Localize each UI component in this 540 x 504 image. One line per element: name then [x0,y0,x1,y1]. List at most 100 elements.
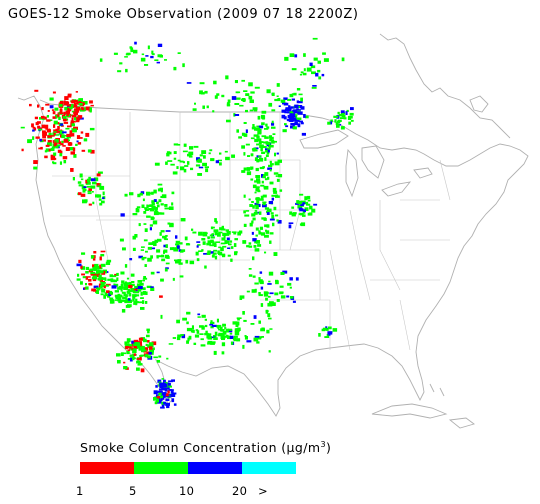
smoke-pixel [165,161,168,165]
smoke-pixel [269,218,275,221]
smoke-pixel [262,204,267,208]
smoke-pixel [67,93,72,96]
smoke-pixel [72,147,76,152]
smoke-pixel [135,208,140,213]
smoke-pixel [220,247,224,251]
smoke-pixel [233,231,237,235]
smoke-pixel [258,230,261,233]
smoke-pixel [296,117,302,121]
smoke-pixel [256,135,260,139]
smoke-pixel [83,138,88,142]
smoke-pixel [123,293,126,296]
smoke-pixel [104,284,109,287]
smoke-pixel [69,147,74,151]
smoke-pixel [125,53,130,56]
smoke-pixel [57,126,60,130]
smoke-pixel [322,52,326,55]
smoke-pixel [207,237,210,240]
smoke-pixel [123,366,128,370]
smoke-pixel [271,214,275,219]
smoke-pixel [55,115,58,119]
smoke-pixel [204,265,207,269]
smoke-pixel [255,197,259,201]
smoke-pixel [87,149,92,153]
smoke-pixel [251,220,254,224]
smoke-pixel [289,110,294,114]
smoke-pixel [204,166,209,169]
smoke-pixel [138,363,143,366]
smoke-pixel [262,194,267,198]
smoke-pixel [158,391,162,395]
smoke-pixel [214,232,218,236]
smoke-pixel [105,261,111,265]
smoke-pixel [146,215,151,218]
smoke-pixel [163,401,167,405]
smoke-pixel [161,378,164,380]
smoke-pixel [268,317,272,320]
cuba [371,403,448,419]
smoke-pixel [99,58,103,62]
smoke-pixel [149,224,153,227]
smoke-pixel [216,318,219,323]
smoke-pixel [109,292,113,295]
smoke-pixel [330,119,333,123]
smoke-pixel [47,140,52,143]
smoke-pixel [116,272,119,276]
smoke-pixel [273,252,278,256]
smoke-pixel [179,160,184,163]
smoke-pixel [120,213,125,217]
smoke-pixel [311,71,316,75]
smoke-pixel [53,131,58,133]
smoke-pixel [157,390,163,393]
smoke-pixel [290,296,294,299]
smoke-pixel [282,270,288,274]
smoke-pixel [221,342,226,347]
smoke-pixel [290,125,293,129]
smoke-pixel [123,361,126,364]
smoke-pixel [99,270,104,274]
smoke-pixel [149,349,153,352]
smoke-pixel [136,206,141,209]
smoke-pixel [214,331,218,336]
smoke-pixel [272,133,276,135]
smoke-pixel [245,210,250,212]
smoke-pixel [147,193,150,196]
smoke-pixel [273,140,277,143]
smoke-pixel [48,132,52,137]
smoke-pixel [187,337,190,342]
smoke-pixel [261,151,266,154]
smoke-pixel [49,105,54,109]
smoke-pixel [143,291,147,295]
smoke-pixel [264,234,269,238]
smoke-pixel [213,337,218,340]
smoke-pixel [90,104,94,107]
smoke-pixel [157,188,162,192]
smoke-pixel [125,343,130,347]
smoke-pixel [51,135,55,137]
smoke-pixel [311,87,317,89]
smoke-pixel [163,392,166,396]
smoke-pixel [99,279,104,283]
smoke-pixel [77,181,82,184]
smoke-pixel [147,330,150,334]
smoke-pixel [260,147,263,152]
smoke-pixel [221,351,225,355]
smoke-pixel [243,223,247,227]
smoke-pixel [348,121,351,125]
smoke-pixel [349,112,354,116]
smoke-pixel [253,315,257,319]
smoke-pixel [141,256,147,259]
smoke-pixel [271,197,274,201]
smoke-pixel [132,296,136,299]
smoke-pixel [304,201,309,205]
smoke-pixel [250,323,255,325]
smoke-pixel [187,161,190,165]
smoke-pixel [125,294,128,298]
smoke-pixel [32,129,35,132]
smoke-pixel [208,152,211,155]
smoke-pixel [233,113,236,117]
smoke-pixel [187,153,192,157]
smoke-pixel [97,278,102,281]
smoke-pixel [92,275,98,280]
smoke-pixel [261,174,264,178]
